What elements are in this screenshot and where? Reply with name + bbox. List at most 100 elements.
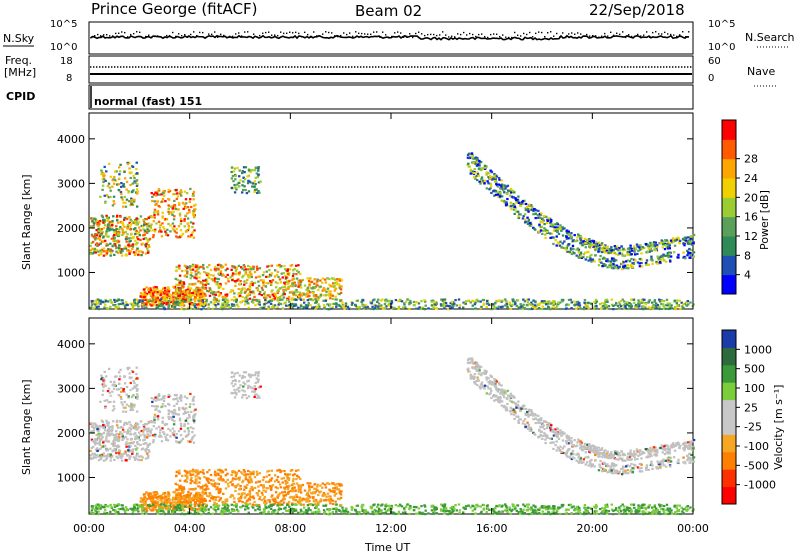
power-echo-point — [231, 166, 233, 168]
power-echo-point — [134, 220, 136, 222]
power-echo-point — [278, 264, 280, 266]
nsearch-point — [394, 32, 395, 33]
velocity-echo-point — [110, 433, 112, 435]
power-echo-point — [689, 254, 691, 256]
power-echo-point — [595, 299, 597, 301]
power-echo-point — [541, 300, 543, 302]
velocity-echo-point — [92, 446, 94, 448]
velocity-echo-point — [180, 399, 182, 401]
power-echo-point — [167, 305, 169, 307]
power-echo-point — [253, 186, 255, 188]
power-echo-point — [236, 280, 238, 282]
velocity-echo-point — [162, 403, 164, 405]
power-echo-point — [693, 255, 695, 257]
power-echo-point — [306, 292, 308, 294]
velocity-echo-point — [172, 491, 174, 493]
power-echo-point — [113, 254, 115, 256]
power-echo-point — [606, 258, 608, 260]
power-echo-point — [316, 306, 318, 308]
power-echo-point — [331, 277, 333, 279]
power-echo-point — [453, 303, 455, 305]
power-echo-point — [159, 290, 161, 292]
power-echo-point — [114, 179, 116, 181]
velocity-echo-point — [132, 442, 134, 444]
power-echo-point — [676, 256, 678, 258]
power-echo-point — [600, 307, 602, 309]
power-echo-point — [102, 174, 104, 176]
velocity-echo-point — [152, 441, 154, 443]
power-echo-point — [267, 308, 269, 310]
velocity-echo-point — [109, 401, 111, 403]
velocity-echo-point — [135, 373, 137, 375]
velocity-echo-point — [164, 436, 166, 438]
power-echo-point — [217, 268, 219, 270]
nsearch-point — [541, 32, 542, 33]
power-echo-point — [617, 266, 619, 268]
velocity-echo-point — [198, 481, 200, 483]
power-echo-point — [186, 192, 188, 194]
power-echo-point — [107, 244, 109, 246]
power-echo-point — [91, 220, 93, 222]
power-echo-point — [662, 303, 664, 305]
power-echo-point — [141, 307, 143, 309]
power-echo-point — [172, 227, 174, 229]
power-echo-point — [178, 265, 180, 267]
power-echo-point — [113, 183, 115, 185]
velocity-echo-point — [121, 404, 123, 406]
velocity-echo-point — [112, 444, 114, 446]
power-echo-point — [167, 211, 169, 213]
power-echo-point — [112, 239, 114, 241]
power-echo-point — [193, 237, 195, 239]
power-echo-point — [406, 298, 408, 300]
power-echo-point — [136, 172, 138, 174]
power-echo-point — [572, 248, 574, 250]
power-echo-point — [682, 242, 684, 244]
power-echo-point — [327, 288, 329, 290]
power-echo-point — [200, 293, 202, 295]
nsearch-point — [589, 35, 590, 36]
power-echo-point — [204, 284, 206, 286]
power-echo-point — [526, 217, 528, 219]
power-echo-point — [249, 271, 251, 273]
power-echo-point — [119, 164, 121, 166]
power-echo-point — [168, 213, 170, 215]
power-echo-point — [180, 235, 182, 237]
power-echo-point — [531, 308, 533, 310]
power-echo-point — [257, 281, 259, 283]
velocity-echo-point — [155, 491, 157, 493]
power-echo-point — [257, 276, 259, 278]
power-echo-point — [556, 235, 558, 237]
power-echo-point — [587, 259, 589, 261]
power-echo-point — [340, 285, 342, 287]
velocity-echo-point — [104, 385, 106, 387]
power-echo-point — [511, 304, 513, 306]
power-echo-point — [289, 268, 291, 270]
nsearch-point — [94, 35, 95, 36]
nsearch-point — [580, 33, 581, 34]
power-echo-point — [593, 301, 595, 303]
power-echo-point — [325, 300, 327, 302]
power-echo-point — [193, 283, 195, 285]
velocity-echo-point — [137, 459, 139, 461]
power-echo-point — [163, 195, 165, 197]
power-echo-point — [217, 291, 219, 293]
power-echo-point — [120, 251, 122, 253]
power-echo-point — [195, 266, 197, 268]
nsearch-point — [121, 31, 122, 32]
power-echo-point — [130, 177, 132, 179]
power-echo-point — [542, 218, 544, 220]
power-echo-point — [123, 226, 125, 228]
power-echo-point — [583, 253, 585, 255]
power-echo-point — [123, 183, 125, 185]
nsearch-point — [283, 33, 284, 34]
nsearch-point — [202, 32, 203, 33]
power-echo-point — [238, 175, 240, 177]
power-echo-point — [312, 292, 314, 294]
power-echo-point — [576, 301, 578, 303]
velocity-echo-point — [176, 397, 178, 399]
nsearch-point — [463, 32, 464, 33]
power-echo-point — [158, 221, 160, 223]
power-echo-point — [205, 300, 207, 302]
power-echo-point — [651, 263, 653, 265]
power-echo-point — [267, 294, 269, 296]
